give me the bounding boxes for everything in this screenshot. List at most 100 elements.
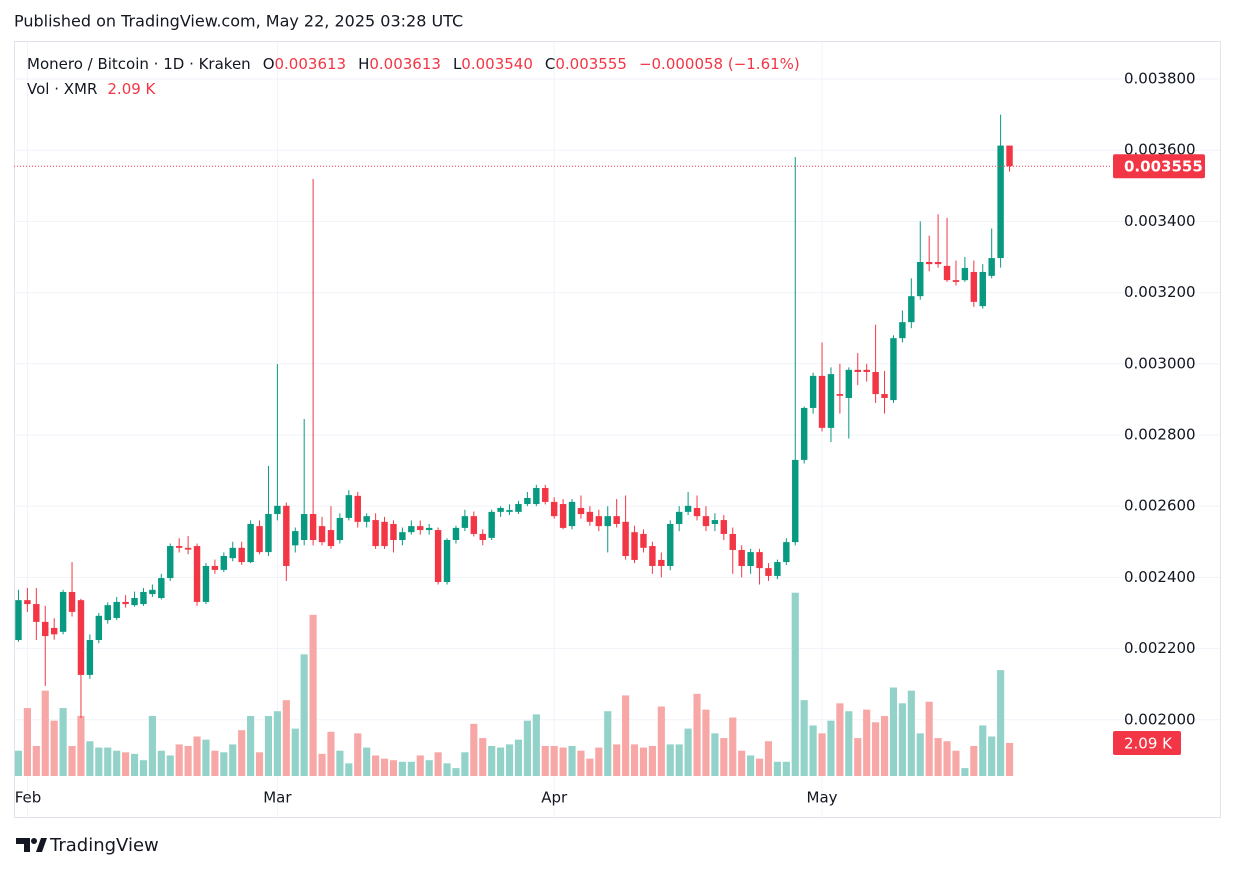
volume-bar — [470, 723, 478, 776]
legend-ohlc: Monero / Bitcoin · 1D · Kraken O0.003613 H… — [27, 55, 800, 73]
candle-body — [693, 507, 701, 517]
candle-body — [104, 605, 111, 621]
volume-bar — [363, 747, 371, 776]
volume-value: 2.09 K — [107, 80, 156, 98]
candle-body — [345, 495, 353, 518]
candle-body — [783, 542, 790, 563]
x-tick-label: Mar — [263, 789, 292, 807]
volume-bar — [139, 760, 148, 776]
candle-body — [95, 615, 103, 641]
volume-bar — [773, 761, 781, 776]
volume-bar — [541, 745, 549, 776]
candle-body — [792, 459, 799, 543]
candle-body — [68, 591, 76, 612]
candle-body — [577, 507, 585, 515]
candle-body — [327, 530, 335, 547]
y-tick-label: 0.002400 — [1124, 568, 1196, 586]
volume-bar — [604, 711, 612, 776]
legend-volume: Vol · XMR 2.09 K — [27, 80, 157, 98]
volume-bar — [738, 750, 746, 776]
candle-body — [890, 338, 897, 401]
volume-bar — [336, 750, 344, 776]
candle-body — [461, 516, 469, 528]
candle-body — [470, 516, 478, 534]
candle-body — [988, 258, 995, 276]
candle-body — [479, 533, 486, 540]
y-tick-label: 0.002200 — [1124, 639, 1196, 657]
logo-mark — [16, 838, 30, 852]
volume-bar — [32, 745, 40, 776]
candle-body — [925, 261, 933, 265]
y-tick-label: 0.003600 — [1124, 141, 1196, 159]
volume-bar — [952, 750, 960, 776]
candle-body — [274, 505, 281, 515]
symbol-title: Monero / Bitcoin · 1D · Kraken — [27, 55, 251, 73]
volume-bar — [157, 750, 165, 776]
volume-bar — [461, 752, 469, 776]
candle-body — [113, 601, 120, 618]
x-tick-label: May — [807, 789, 838, 807]
volume-bar — [791, 592, 799, 776]
ohlc-key: O — [263, 55, 275, 73]
chart-frame — [14, 41, 1221, 818]
volume-bar — [657, 706, 665, 776]
volume-bar — [997, 670, 1005, 776]
volume-bar — [41, 690, 49, 776]
candle-body — [140, 591, 147, 605]
volume-bar — [523, 720, 531, 776]
candle-body — [818, 375, 826, 428]
volume-bar — [943, 741, 951, 776]
candle-body — [425, 527, 433, 531]
candle-body — [586, 511, 594, 522]
candle-body — [568, 501, 576, 527]
volume-bar — [818, 733, 826, 776]
candle-body — [675, 511, 683, 524]
candle-body — [613, 516, 620, 524]
candle-body — [595, 516, 603, 527]
volume-bar — [764, 741, 773, 776]
candles — [15, 114, 1013, 718]
candle-body — [229, 547, 236, 559]
volume-bar — [666, 744, 674, 776]
ohlc-key: L — [453, 55, 462, 73]
volume-bar — [925, 701, 933, 776]
candle-body — [33, 604, 40, 622]
ohlc-key: C — [545, 55, 555, 73]
volume-bar — [416, 755, 424, 776]
volume-bar — [800, 700, 808, 776]
volume-bar — [693, 693, 701, 776]
volume-bar — [434, 752, 442, 776]
candle-body — [220, 556, 228, 570]
ohlc-key: H — [358, 55, 369, 73]
candle-body — [729, 533, 736, 550]
candle-body — [131, 598, 138, 606]
candle-body — [908, 296, 915, 323]
candle-body — [684, 505, 692, 512]
volume-bar — [854, 738, 862, 776]
volume-bar — [613, 744, 621, 776]
volume-bar — [175, 744, 183, 776]
y-tick-label: 0.002800 — [1124, 425, 1196, 443]
candle-body — [77, 600, 85, 675]
volume-bar — [711, 733, 719, 776]
volume-bar — [193, 736, 201, 776]
candle-body — [899, 322, 906, 339]
volume-bar — [880, 715, 889, 776]
candle-body — [488, 511, 495, 538]
candle-body — [158, 578, 165, 599]
candle-body — [809, 375, 817, 408]
candle-body — [667, 523, 674, 566]
volume-bar — [586, 758, 594, 776]
candle-body — [827, 374, 835, 428]
candle-body — [854, 369, 861, 372]
candle-body — [702, 516, 710, 527]
volume-bar — [907, 690, 915, 776]
candle-body — [711, 520, 719, 524]
volume-bar — [229, 744, 237, 776]
candle-body — [863, 369, 870, 372]
candle-body — [175, 546, 183, 548]
volume-bar — [577, 750, 585, 776]
volume-bar — [247, 715, 255, 776]
candle-body — [122, 601, 129, 605]
candle-body — [452, 527, 460, 540]
